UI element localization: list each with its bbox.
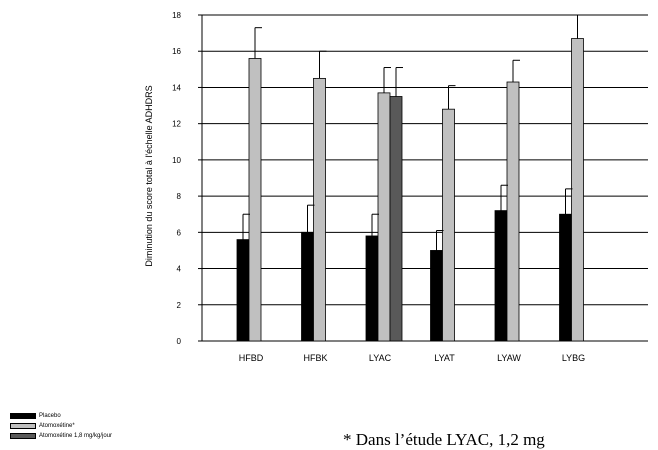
legend-swatch-placebo [10, 413, 36, 419]
y-tick-labels: 0 2 4 6 8 10 12 14 16 18 [172, 11, 181, 346]
y-tick-label: 8 [177, 192, 182, 201]
x-tick-label-lybg: LYBG [562, 353, 585, 363]
error-bars [242, 14, 585, 251]
bar-lyac-series-1 [377, 92, 391, 342]
y-axis-title: Diminution du score total à l'échelle AD… [144, 85, 154, 266]
y-tick-label: 10 [172, 156, 181, 165]
bar-lybg-series-1 [571, 38, 584, 342]
y-tick-label: 16 [172, 47, 181, 56]
bar-lyat-series-1 [442, 108, 455, 342]
legend-item-atomoxetine-1-8: Atomoxétine 1,8 mg/kg/jour [10, 431, 112, 441]
axes [198, 14, 203, 342]
footnote: * Dans l’étude LYAC, 1,2 mg [343, 430, 545, 449]
x-tick-label-lyac: LYAC [369, 353, 392, 363]
x-tick-labels: HFBD HFBK LYAC LYAT LYAW LYBG [239, 353, 585, 363]
y-tick-label: 2 [177, 301, 182, 310]
y-tick-label: 18 [172, 11, 181, 20]
bar-lyaw-series-0 [494, 210, 508, 342]
y-tick-label: 4 [177, 265, 182, 274]
y-tick-label: 12 [172, 120, 181, 129]
bar-hfbd-series-1 [248, 58, 262, 342]
bar-lyac-series-2 [389, 96, 403, 342]
x-tick-label-lyaw: LYAW [497, 353, 521, 363]
legend-label-atomoxetine-1-8: Atomoxétine 1,8 mg/kg/jour [39, 433, 113, 439]
bar-lyaw-series-1 [506, 81, 520, 342]
bar-hfbk-series-1 [313, 77, 326, 342]
legend: Placebo Atomoxétine* Atomoxétine 1,8 mg/… [10, 411, 112, 441]
x-tick-label-lyat: LYAT [434, 353, 455, 363]
legend-swatch-atomoxetine [10, 423, 36, 429]
legend-item-placebo: Placebo [10, 411, 112, 421]
gridlines [202, 14, 648, 342]
x-tick-label-hfbd: HFBD [239, 353, 264, 363]
bar-hfbd-series-0 [236, 239, 250, 342]
y-tick-label: 0 [177, 337, 182, 346]
legend-swatch-atomoxetine-1-8 [10, 433, 36, 439]
y-tick-label: 6 [177, 228, 182, 237]
legend-label-placebo: Placebo [39, 413, 61, 419]
legend-label-atomoxetine: Atomoxétine* [39, 423, 75, 429]
bars [236, 38, 584, 342]
bar-hfbk-series-0 [301, 231, 314, 342]
y-tick-label: 14 [172, 83, 181, 92]
bar-lyat-series-0 [430, 250, 443, 342]
bar-lybg-series-0 [559, 213, 572, 342]
legend-item-atomoxetine: Atomoxétine* [10, 421, 112, 431]
bar-lyac-series-0 [365, 235, 379, 342]
x-tick-label-hfbk: HFBK [303, 353, 327, 363]
